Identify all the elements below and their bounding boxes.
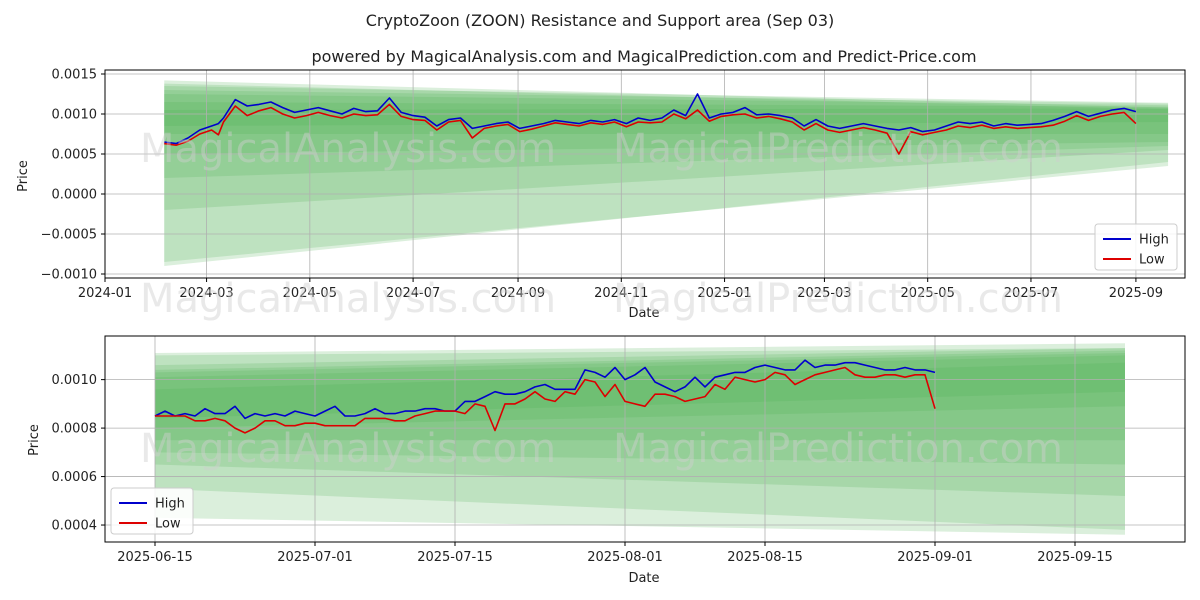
bottom-chart-band-3 <box>155 350 1125 465</box>
bottom-chart-series-low <box>155 366 936 434</box>
bottom-chart-legend-label-high: High <box>155 497 185 512</box>
bottom-chart-xtick-label: 2025-08-15 <box>727 550 803 565</box>
top-chart-series-low <box>164 103 1137 155</box>
bottom-chart-ytick-label: 0.0004 <box>52 519 98 534</box>
bottom-chart-band-0 <box>155 343 1125 535</box>
top-chart-xtick-label: 2024-03 <box>179 286 233 301</box>
top-chart-band-4 <box>164 94 1169 154</box>
top-chart-legend: High Low <box>1094 223 1178 271</box>
top-chart-band-3 <box>164 90 1169 178</box>
bottom-chart-band-2 <box>155 348 1125 496</box>
top-chart-xtick-label: 2024-07 <box>386 286 440 301</box>
top-chart: powered by MagicalAnalysis.com and Magic… <box>16 47 1186 322</box>
top-chart-xtick-label: 2025-01 <box>697 286 751 301</box>
top-chart-xtick-label: 2025-03 <box>797 286 851 301</box>
bottom-chart-ytick-label: 0.0006 <box>52 470 98 485</box>
top-chart-xtick-label: 2024-11 <box>594 286 648 301</box>
watermark-analysis: MagicalAnalysis.com <box>140 276 556 322</box>
bottom-chart-band-6 <box>155 362 1125 419</box>
watermark-analysis: MagicalAnalysis.com <box>140 426 556 472</box>
top-chart-xtick-label: 2025-05 <box>901 286 955 301</box>
bottom-chart-xtick-label: 2025-06-15 <box>117 550 193 565</box>
top-chart-ytick-label: −0.0010 <box>41 268 97 283</box>
top-chart-ytick-label: 0.0005 <box>52 148 98 163</box>
bottom-chart-ylabel: Price <box>27 424 42 456</box>
top-chart-xtick-label: 2024-01 <box>78 286 132 301</box>
bottom-chart-band-5 <box>155 355 1125 429</box>
top-chart-xtick-label: 2025-07 <box>1004 286 1058 301</box>
bottom-chart-ytick-label: 0.0008 <box>52 422 98 437</box>
top-chart-ytick-label: 0.0010 <box>52 108 98 123</box>
top-chart-band-2 <box>164 86 1169 210</box>
top-chart-series-high <box>164 93 1137 145</box>
bottom-chart-frame <box>104 335 1186 543</box>
watermark-prediction: MagicalPrediction.com <box>613 276 1063 322</box>
top-chart-ytick-label: 0.0015 <box>52 68 98 83</box>
bottom-chart-xtick-label: 2025-07-15 <box>417 550 493 565</box>
top-chart-bands <box>164 80 1169 266</box>
bottom-chart-grid <box>105 336 1185 542</box>
bottom-chart-xtick-label: 2025-09-15 <box>1037 550 1113 565</box>
watermark-analysis: MagicalAnalysis.com <box>140 126 556 172</box>
top-chart-band-5 <box>164 102 1169 134</box>
bottom-chart-xtick-label: 2025-09-01 <box>897 550 973 565</box>
top-chart-ytick-label: 0.0000 <box>52 188 98 203</box>
bottom-chart-xlabel: Date <box>628 571 659 586</box>
top-chart-xtick-label: 2024-05 <box>283 286 337 301</box>
top-chart-band-6 <box>164 108 1169 126</box>
top-chart-xtick-label: 2024-09 <box>491 286 545 301</box>
figure-title: CryptoZoon (ZOON) Resistance and Support… <box>366 11 835 30</box>
top-chart-title: powered by MagicalAnalysis.com and Magic… <box>311 47 976 66</box>
bottom-chart-legend-label-low: Low <box>155 517 181 532</box>
top-chart-ytick-label: −0.0005 <box>41 228 97 243</box>
top-chart-legend-label-low: Low <box>1139 253 1165 268</box>
bottom-chart-xtick-label: 2025-08-01 <box>587 550 663 565</box>
top-chart-series <box>164 93 1137 155</box>
bottom-chart: Date Price 2025-06-15 2025-07-01 2025-07-1… <box>27 335 1186 586</box>
bottom-chart-band-1 <box>155 348 1125 530</box>
top-chart-legend-label-high: High <box>1139 233 1169 248</box>
bottom-chart-xtick-label: 2025-07-01 <box>277 550 353 565</box>
top-chart-xtick-label: 2025-09 <box>1109 286 1163 301</box>
bottom-chart-series-high <box>154 359 936 420</box>
top-chart-frame <box>104 69 1186 279</box>
top-chart-xlabel: Date <box>628 306 659 321</box>
top-chart-band-0 <box>164 80 1169 263</box>
bottom-chart-legend: High Low <box>110 487 194 535</box>
watermark-prediction: MagicalPrediction.com <box>613 126 1063 172</box>
bottom-chart-series <box>154 359 936 434</box>
top-chart-ylabel: Price <box>16 160 31 192</box>
bottom-chart-ytick-label: 0.0010 <box>52 373 98 388</box>
watermark-prediction: MagicalPrediction.com <box>613 426 1063 472</box>
